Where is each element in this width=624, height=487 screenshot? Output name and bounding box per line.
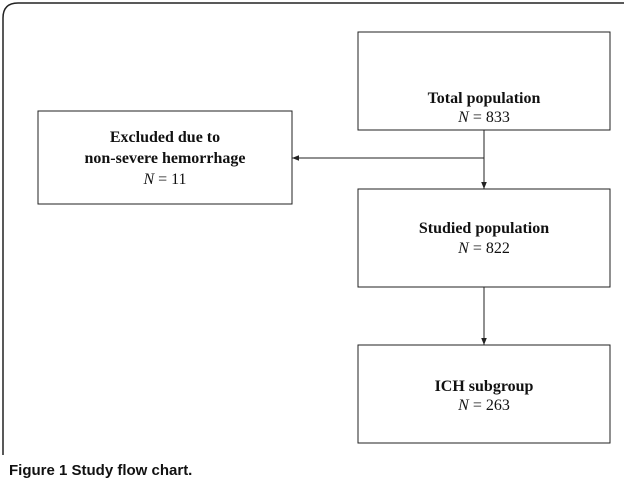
n-text: = 11	[158, 171, 186, 188]
node-title: ICH subgroup	[435, 378, 534, 395]
caption: Figure 1 Study flow chart.	[9, 462, 192, 479]
n-text: = 263	[473, 397, 510, 414]
node-title: Excluded due to	[110, 129, 220, 146]
node-box	[37, 110, 293, 205]
frame	[2, 2, 624, 455]
node-title: Total population	[428, 90, 541, 107]
node-count: N = 833	[457, 109, 510, 126]
n-symbol: N	[457, 240, 470, 257]
node-count: N = 822	[457, 240, 510, 257]
node-box	[357, 344, 611, 444]
node-box	[357, 188, 611, 288]
node-title: non-severe hemorrhage	[85, 150, 246, 167]
n-symbol: N	[457, 109, 470, 126]
n-text: = 833	[473, 109, 510, 126]
n-symbol: N	[142, 171, 155, 188]
node-count: N = 263	[457, 397, 510, 414]
n-symbol: N	[457, 397, 470, 414]
n-text: = 822	[473, 240, 510, 257]
node-count: N = 11	[142, 171, 186, 188]
node-title: Studied population	[419, 220, 549, 237]
